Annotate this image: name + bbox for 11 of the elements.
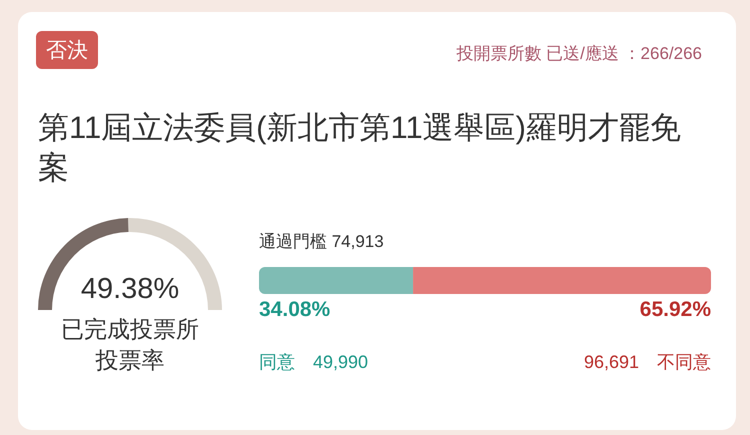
badge: 否決 [36,31,98,69]
text: 96,691 不同意 [584,352,711,372]
text: 投票率 [94,346,166,375]
text: 已完成投票所 [60,315,200,344]
data-label: 65.92% [640,298,711,322]
text: 投開票所數 已送/應送 ：266/266 [456,43,702,65]
text: 第11屆立法委員(新北市第11選舉區)羅明才罷免案 [38,109,682,187]
data-label: 34.08% [259,298,330,322]
data-label: 49.38% [80,273,180,306]
text: 同意 49,990 [259,352,368,372]
text: 通過門檻 74,913 [259,231,384,253]
